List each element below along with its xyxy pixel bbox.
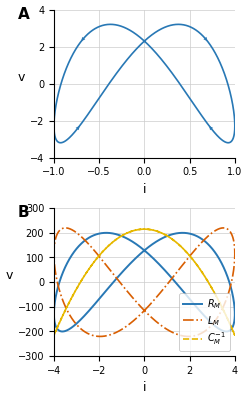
- $R_M$: [223, 267, 226, 272]
- $R_M$: [132, 258, 135, 263]
- $C_M^{-1}$: [202, 272, 205, 277]
- Text: B: B: [18, 205, 29, 220]
- $L_M$: [222, 226, 225, 230]
- $R_M$: [143, 248, 146, 253]
- Y-axis label: v: v: [5, 269, 13, 282]
- $L_M$: [202, 238, 205, 243]
- $C_M^{-1}$: [233, 333, 236, 338]
- $R_M$: [181, 230, 184, 235]
- $L_M$: [143, 308, 146, 313]
- Text: A: A: [18, 6, 30, 22]
- $R_M$: [78, 318, 81, 323]
- $C_M^{-1}$: [223, 310, 226, 315]
- $C_M^{-1}$: [143, 227, 146, 232]
- Legend: $R_M$, $L_M$, $C_M^{-1}$: $R_M$, $L_M$, $C_M^{-1}$: [179, 293, 230, 351]
- $L_M$: [78, 326, 81, 330]
- $R_M$: [143, 248, 146, 253]
- $L_M$: [203, 329, 206, 334]
- X-axis label: i: i: [143, 183, 146, 196]
- $R_M$: [61, 329, 64, 334]
- $L_M$: [143, 308, 146, 313]
- $C_M^{-1}$: [132, 228, 135, 233]
- $L_M$: [187, 334, 190, 339]
- $C_M^{-1}$: [183, 248, 186, 252]
- X-axis label: i: i: [143, 382, 146, 394]
- $L_M$: [132, 318, 135, 323]
- $C_M^{-1}$: [78, 281, 81, 286]
- $L_M$: [223, 226, 226, 230]
- $R_M$: [203, 314, 206, 318]
- Line: $L_M$: $L_M$: [54, 228, 235, 336]
- Y-axis label: v: v: [18, 70, 25, 84]
- $C_M^{-1}$: [143, 227, 146, 232]
- $C_M^{-1}$: [203, 274, 206, 279]
- $R_M$: [202, 238, 205, 243]
- Line: $R_M$: $R_M$: [54, 233, 235, 332]
- Line: $C_M^{-1}$: $C_M^{-1}$: [54, 229, 235, 335]
- $L_M$: [183, 334, 186, 338]
- $R_M$: [183, 290, 186, 295]
